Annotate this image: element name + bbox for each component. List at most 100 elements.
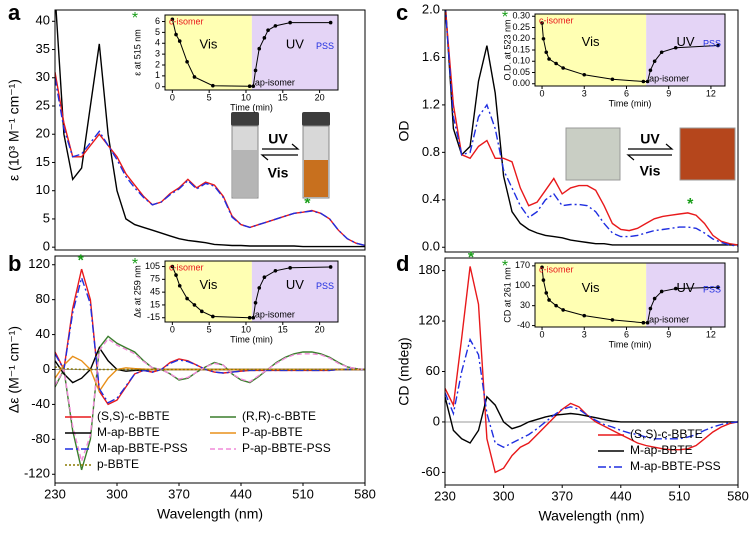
region-label: UV	[286, 36, 304, 51]
vial-cap	[302, 112, 330, 126]
point	[547, 57, 551, 61]
x-tick-label: 0	[540, 88, 545, 98]
y-tick-label: 0.15	[512, 44, 530, 54]
x-tick-label: 510	[292, 486, 314, 501]
annotation: ap-isomer	[255, 77, 295, 87]
x-tick-label: 5	[207, 92, 212, 102]
x-axis-label: Time (min)	[609, 98, 652, 108]
point	[544, 50, 549, 55]
x-tick-label: 580	[354, 486, 376, 501]
x-tick-label: 9	[666, 88, 671, 98]
annotation: c-isomer	[169, 262, 204, 272]
series-line	[55, 337, 365, 464]
y-tick-label: 35	[36, 41, 50, 56]
region-label: Vis	[582, 280, 600, 295]
y-tick-label: 0.10	[512, 56, 530, 66]
point	[174, 32, 178, 37]
x-tick-label: 10	[241, 324, 251, 334]
point	[540, 265, 544, 270]
point	[262, 275, 267, 280]
annotation: ap-isomer	[255, 309, 295, 319]
y-tick-label: 15	[36, 154, 50, 169]
x-axis-label: Wavelength (nm)	[157, 506, 263, 522]
point	[716, 43, 720, 48]
x-tick-label: 10	[241, 92, 251, 102]
point	[554, 303, 558, 308]
annotation: PSS	[316, 281, 334, 291]
panel-letter: c	[396, 0, 408, 25]
x-tick-label: 15	[278, 92, 288, 102]
x-tick-label: 3	[582, 88, 587, 98]
point	[177, 283, 182, 288]
point	[288, 20, 292, 25]
y-axis-label: ε at 515 nm	[132, 29, 142, 76]
y-tick-label: 3	[155, 49, 160, 59]
point	[652, 59, 657, 64]
point	[610, 318, 615, 322]
point	[641, 79, 646, 84]
x-axis-label: Time (min)	[609, 339, 652, 349]
x-tick-label: 300	[493, 488, 515, 503]
y-tick-label: 2	[155, 59, 160, 69]
y-tick-label: 0.8	[422, 144, 440, 159]
point	[610, 77, 615, 82]
y-tick-label: 30	[36, 69, 50, 84]
x-axis-label: Time (min)	[230, 334, 273, 344]
arrow-label: Vis	[268, 165, 289, 181]
x-axis-label: Time (min)	[230, 102, 273, 112]
point	[192, 75, 197, 79]
y-tick-label: 2.0	[422, 1, 440, 16]
y-tick-label: 0	[43, 361, 50, 376]
point	[645, 79, 650, 84]
x-tick-label: 3	[582, 329, 587, 339]
region	[535, 14, 647, 86]
y-tick-label: 0.0	[422, 239, 440, 254]
point	[174, 273, 178, 277]
region	[251, 15, 338, 90]
y-tick-label: 30	[520, 300, 530, 310]
point	[253, 68, 258, 73]
x-tick-label: 20	[315, 324, 325, 334]
point	[211, 314, 215, 319]
legend-label: P-ap-BBTE-PSS	[242, 441, 331, 455]
y-axis-label: Δε at 259 nm	[132, 265, 142, 318]
y-tick-label: -40	[517, 320, 530, 330]
region	[165, 261, 252, 322]
y-axis-label: CD (mdeg)	[396, 337, 412, 405]
x-tick-label: 12	[706, 88, 716, 98]
point	[247, 315, 252, 320]
point	[247, 84, 252, 88]
point	[541, 36, 546, 41]
legend-label: p-BBTE	[97, 457, 139, 471]
y-tick-label: -60	[421, 464, 440, 479]
point	[262, 36, 267, 40]
x-tick-label: 15	[278, 324, 288, 334]
vial-liquid	[304, 160, 328, 197]
point	[659, 50, 664, 55]
x-tick-label: 0	[170, 324, 175, 334]
panel-letter: b	[8, 251, 21, 276]
point	[177, 39, 182, 43]
y-tick-label: 4	[155, 38, 160, 48]
annotation: *	[687, 196, 694, 213]
arrow-label: Vis	[640, 163, 661, 179]
annotation: PSS	[703, 284, 721, 294]
y-tick-label: 100	[515, 280, 530, 290]
point	[257, 46, 262, 51]
series-line	[55, 355, 365, 393]
y-tick-label: 10	[36, 182, 50, 197]
point	[673, 45, 678, 50]
annotation: c-isomer	[539, 15, 574, 25]
x-tick-label: 510	[669, 488, 691, 503]
y-tick-label: 15	[150, 299, 160, 309]
y-tick-label: 5	[43, 210, 50, 225]
point	[645, 320, 650, 325]
x-tick-label: 580	[727, 488, 749, 503]
annotation: ap-isomer	[649, 314, 689, 324]
y-tick-label: 0.4	[422, 191, 440, 206]
point	[170, 264, 175, 269]
y-axis-label: CD at 261 nm	[502, 267, 512, 323]
y-tick-label: 25	[36, 97, 50, 112]
annotation: ap-isomer	[649, 73, 689, 83]
star: *	[132, 256, 138, 273]
